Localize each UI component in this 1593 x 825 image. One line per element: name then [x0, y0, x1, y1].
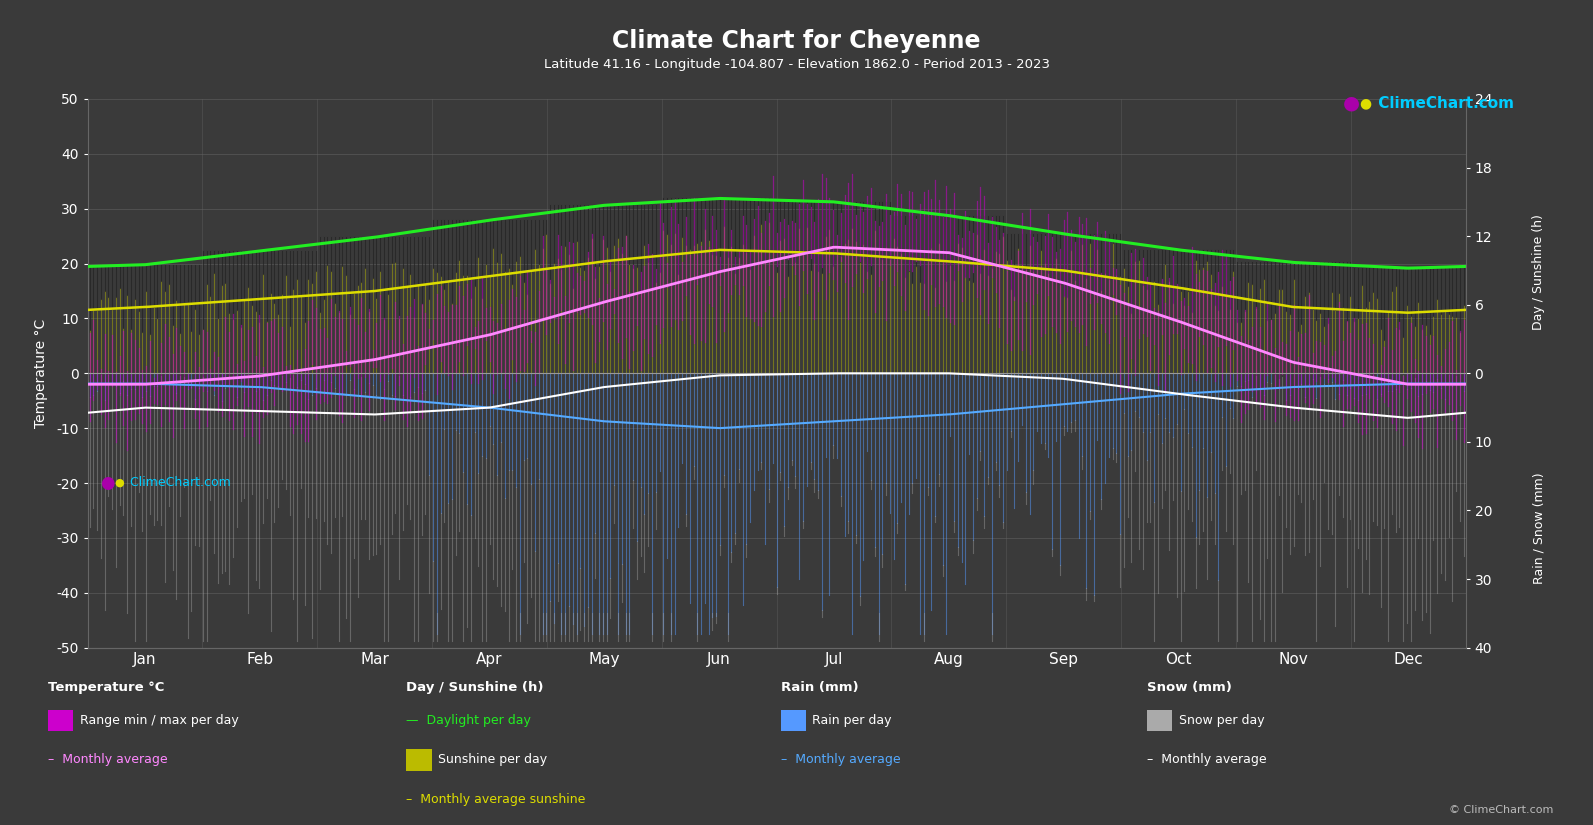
Text: Rain per day: Rain per day — [812, 714, 892, 727]
Text: –  Monthly average: – Monthly average — [781, 753, 900, 766]
Text: –  Monthly average sunshine: – Monthly average sunshine — [406, 793, 586, 806]
Text: Day / Sunshine (h): Day / Sunshine (h) — [406, 681, 543, 694]
Text: ●: ● — [1343, 93, 1360, 113]
Text: ClimeChart.com: ClimeChart.com — [1373, 96, 1515, 111]
Text: –  Monthly average: – Monthly average — [1147, 753, 1266, 766]
Text: © ClimeChart.com: © ClimeChart.com — [1448, 805, 1553, 815]
Text: –  Monthly average: – Monthly average — [48, 753, 167, 766]
Text: Latitude 41.16 - Longitude -104.807 - Elevation 1862.0 - Period 2013 - 2023: Latitude 41.16 - Longitude -104.807 - El… — [543, 58, 1050, 71]
Text: Temperature °C: Temperature °C — [48, 681, 164, 694]
Text: ClimeChart.com: ClimeChart.com — [126, 476, 231, 489]
Text: Snow (mm): Snow (mm) — [1147, 681, 1231, 694]
Text: Snow per day: Snow per day — [1179, 714, 1265, 727]
Text: —  Daylight per day: — Daylight per day — [406, 714, 530, 727]
Text: ●: ● — [100, 474, 115, 492]
Text: ●: ● — [115, 478, 124, 488]
Text: ●: ● — [1359, 97, 1372, 110]
Text: Day / Sunshine (h): Day / Sunshine (h) — [1532, 214, 1545, 330]
Y-axis label: Temperature °C: Temperature °C — [33, 318, 48, 428]
Text: Sunshine per day: Sunshine per day — [438, 753, 548, 766]
Text: Rain (mm): Rain (mm) — [781, 681, 859, 694]
Text: Climate Chart for Cheyenne: Climate Chart for Cheyenne — [612, 29, 981, 53]
Text: Range min / max per day: Range min / max per day — [80, 714, 239, 727]
Text: Rain / Snow (mm): Rain / Snow (mm) — [1532, 472, 1545, 584]
